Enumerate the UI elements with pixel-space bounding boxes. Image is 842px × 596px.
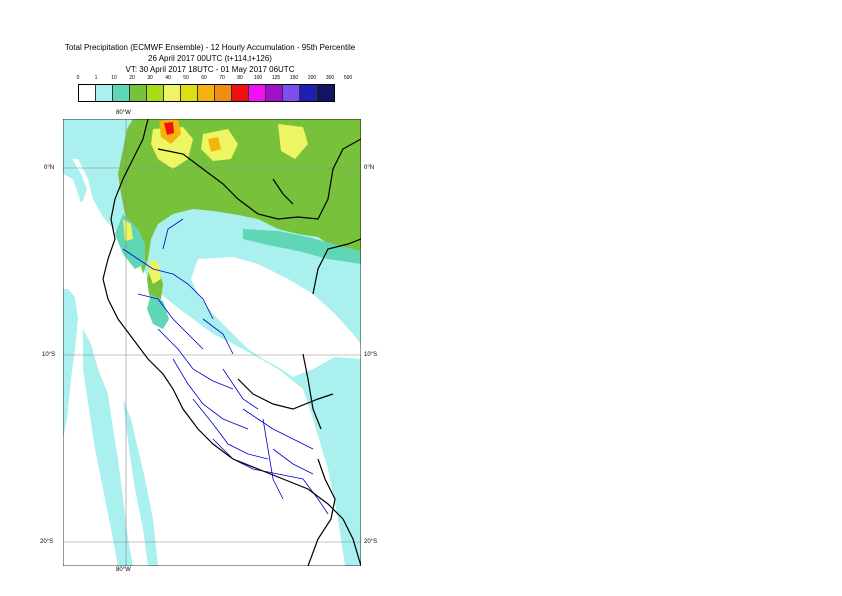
- legend-swatch-3: [130, 85, 147, 101]
- legend-swatch-5: [164, 85, 181, 101]
- legend-swatch-2: [113, 85, 130, 101]
- legend-swatch-9: [232, 85, 249, 101]
- legend-tick-1: 1: [94, 75, 98, 81]
- legend-tick-15: 500: [343, 75, 353, 81]
- legend-swatch-10: [249, 85, 266, 101]
- precipitation-map: [63, 119, 361, 566]
- legend-swatch-7: [198, 85, 215, 101]
- legend-tick-4: 30: [147, 75, 153, 81]
- map-title: Total Precipitation (ECMWF Ensemble) - 1…: [64, 43, 356, 52]
- legend-tick-2: 10: [111, 75, 117, 81]
- legend-swatch-8: [215, 85, 232, 101]
- legend-swatch-6: [181, 85, 198, 101]
- legend-swatch-14: [317, 85, 334, 101]
- legend-swatch-0: [79, 85, 96, 101]
- legend-tick-10: 100: [253, 75, 263, 81]
- legend-tick-labels: 0 1 10 20 30 40 50 60 70 80 100 125 150 200 300 500: [70, 75, 370, 84]
- lat-label-right-20s: 20°S: [364, 539, 378, 545]
- legend-tick-7: 60: [201, 75, 207, 81]
- legend-tick-14: 300: [325, 75, 335, 81]
- lat-label-left-20s: 20°S: [40, 539, 54, 545]
- legend-tick-12: 150: [289, 75, 299, 81]
- legend-tick-6: 50: [183, 75, 189, 81]
- graticule: [63, 119, 361, 566]
- lat-label-right-0: 0°N: [364, 165, 375, 171]
- precip-field-none: [63, 174, 361, 566]
- legend-tick-13: 200: [307, 75, 317, 81]
- legend-tick-5: 40: [165, 75, 171, 81]
- lat-label-right-10s: 10°S: [364, 352, 378, 358]
- map-subtitle-valid-time: VT: 30 April 2017 18UTC - 01 May 2017 06…: [125, 65, 295, 74]
- legend-swatch-13: [300, 85, 317, 101]
- legend-tick-11: 125: [271, 75, 281, 81]
- legend-swatch-4: [147, 85, 164, 101]
- precip-field-red: [164, 122, 174, 135]
- legend-tick-9: 80: [237, 75, 243, 81]
- lat-label-left-10s: 10°S: [42, 352, 56, 358]
- legend-swatch-12: [283, 85, 300, 101]
- legend-swatch-1: [96, 85, 113, 101]
- region-borders: [122, 218, 329, 515]
- legend-tick-8: 70: [219, 75, 225, 81]
- country-borders: [102, 119, 361, 566]
- legend-tick-0: 0: [76, 75, 80, 81]
- map-subtitle-run: 26 April 2017 00UTC (t+114,t+126): [148, 54, 272, 63]
- lat-label-left-0: 0°N: [44, 165, 55, 171]
- precip-field-teal: [115, 214, 361, 329]
- legend-tick-3: 20: [129, 75, 135, 81]
- lon-label-top: 80°W: [116, 110, 131, 116]
- color-legend: [78, 84, 335, 102]
- legend-swatch-11: [266, 85, 283, 101]
- lon-label-bottom: 80°W: [116, 567, 131, 573]
